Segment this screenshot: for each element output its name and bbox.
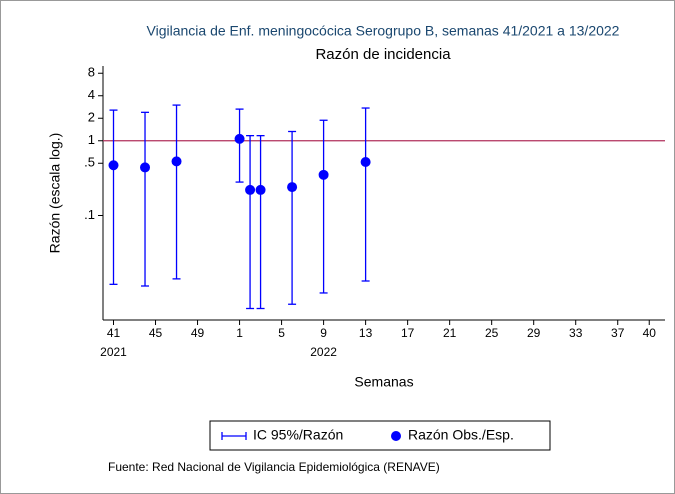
point — [318, 169, 329, 180]
point — [140, 162, 151, 173]
x-tick-label: 21 — [443, 326, 457, 340]
y-tick-label: 8 — [88, 65, 95, 80]
legend-label: Razón Obs./Esp. — [408, 427, 514, 443]
year-label: 2022 — [310, 345, 337, 359]
legend-marker — [391, 431, 401, 441]
y-tick-label: 2 — [88, 110, 95, 125]
point — [255, 184, 266, 195]
x-tick-label: 5 — [278, 326, 285, 340]
note: Fuente: Red Nacional de Vigilancia Epide… — [108, 460, 440, 474]
x-axis-label: Semanas — [354, 374, 413, 390]
legend-label: IC 95%/Razón — [253, 427, 343, 443]
x-tick-label: 17 — [401, 326, 415, 340]
x-tick-label: 13 — [359, 326, 373, 340]
x-tick-label: 41 — [107, 326, 121, 340]
x-tick-label: 1 — [236, 326, 243, 340]
y-tick-label: 4 — [88, 87, 95, 102]
x-tick-label: 9 — [320, 326, 327, 340]
chart-subtitle: Razón de incidencia — [315, 46, 451, 63]
x-tick-label: 37 — [611, 326, 625, 340]
y-tick-label: .1 — [84, 207, 95, 222]
x-tick-label: 25 — [485, 326, 499, 340]
year-label: 2021 — [100, 345, 127, 359]
x-tick-label: 45 — [149, 326, 163, 340]
x-tick-label: 33 — [569, 326, 583, 340]
x-tick-label: 29 — [527, 326, 541, 340]
point — [245, 184, 256, 195]
point — [287, 182, 298, 193]
legend — [209, 420, 551, 451]
point — [108, 160, 119, 171]
y-axis-label: Razón (escala log.) — [47, 133, 63, 254]
x-tick-label: 49 — [191, 326, 205, 340]
y-tick-label: 1 — [88, 132, 95, 147]
y-tick-label: .5 — [84, 155, 95, 170]
point — [360, 156, 371, 167]
point — [171, 156, 182, 167]
chart-title: Vigilancia de Enf. meningocócica Serogru… — [147, 23, 620, 39]
point — [234, 133, 245, 144]
x-tick-label: 40 — [643, 326, 657, 340]
